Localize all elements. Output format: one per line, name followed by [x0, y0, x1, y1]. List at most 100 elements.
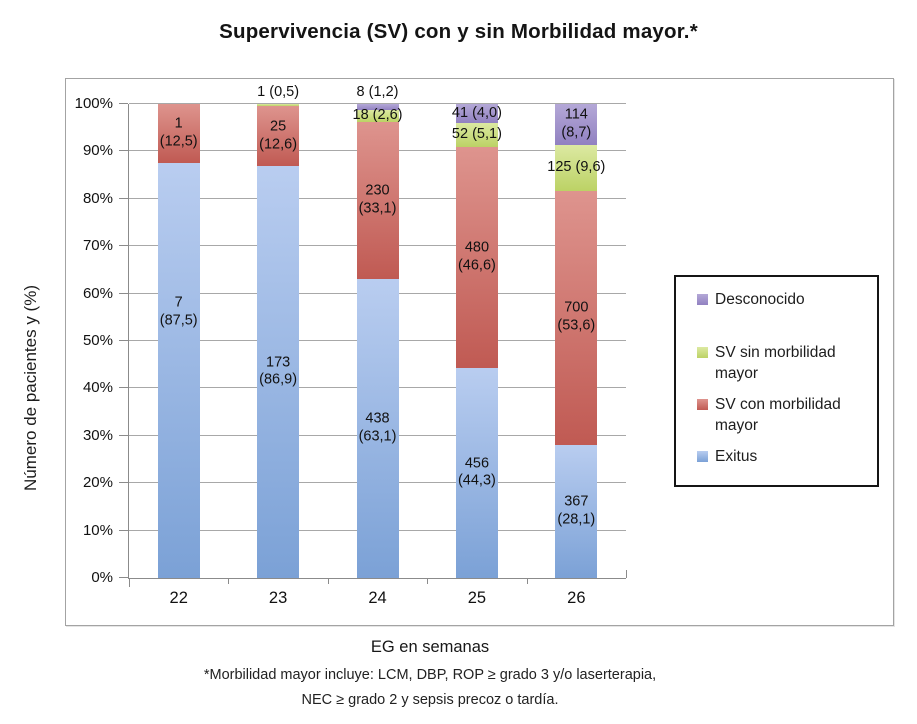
- legend-swatch-sv_sin: [697, 347, 708, 359]
- legend-label: SV sin morbilidad mayor: [715, 344, 836, 382]
- y-tick-label: 40%: [82, 379, 113, 397]
- x-axis-tick: [427, 578, 429, 584]
- y-axis-tick: [119, 434, 128, 436]
- legend-swatch-sv_con: [697, 399, 708, 411]
- x-axis-title: EG en semanas: [370, 638, 490, 656]
- x-tick-label: 23: [268, 589, 288, 607]
- bar-segment-label: 41 (4,0): [451, 104, 502, 121]
- footnote: *Morbilidad mayor incluye: LCM, DBP, ROP…: [0, 663, 860, 713]
- y-axis-tick: [119, 150, 128, 152]
- bar-26: 367 (28,1) 700 (53,6) 125 (9,6) 114 (8,7): [547, 104, 605, 578]
- bar-segment-label: 480 (46,6): [457, 239, 496, 274]
- chart-frame: 0% 10% 20% 30% 40% 50% 60% 70% 80% 90% 100% 7 (87,5…: [65, 78, 894, 626]
- y-axis-tick: [119, 103, 128, 104]
- y-axis-title: Número de pacientes y (%): [21, 285, 40, 491]
- bar-segment-sv_con: [555, 190, 598, 445]
- x-axis-tick: [526, 578, 528, 584]
- y-tick-label: 20%: [82, 474, 113, 492]
- bar-25: 456 (44,3) 480 (46,6) 52 (5,1) 41 (4,0): [452, 104, 502, 578]
- chart-title: Supervivencia (SV) con y sin Morbilidad …: [219, 20, 698, 43]
- x-axis-tick: [327, 578, 329, 584]
- legend: Desconocido SV sin morbilidad mayor SV con…: [674, 275, 879, 487]
- gridline: [129, 103, 626, 104]
- y-tick-label: 50%: [82, 332, 113, 349]
- x-tick-label: 22: [169, 589, 188, 607]
- bar-slot: 438 (63,1) 230 (33,1) 18 (2,6) 8 (1,2) 24: [328, 84, 427, 607]
- bar-segment-desconocido: [356, 104, 399, 110]
- bars-layer: 7 (87,5) 1 (12,5) 22 173 (86,9) 25 (12,6) 1 (…: [129, 84, 626, 607]
- bar-segment-label: 700 (53,6): [557, 300, 596, 334]
- bar-above-label: 8 (1,2): [356, 84, 399, 100]
- x-axis-tick: [626, 570, 627, 578]
- x-tick-label: 24: [368, 589, 387, 607]
- y-axis-tick: [119, 197, 128, 199]
- y-axis-tick: [119, 577, 128, 578]
- y-tick-label: 90%: [82, 142, 113, 160]
- y-tick-label: 80%: [82, 189, 113, 207]
- bar-segment-sv_sin: [455, 122, 498, 148]
- bar-segment-label: 52 (5,1): [451, 126, 502, 143]
- bar-above-label: 1 (0,5): [257, 84, 300, 100]
- bar-segment-sv_sin: [257, 104, 300, 107]
- bar-segment-sv_sin: [356, 109, 399, 123]
- bar-segment-sv_con: [356, 122, 399, 279]
- bar-segment-sv_con: [157, 104, 200, 164]
- y-tick-label: 70%: [82, 237, 113, 255]
- legend-label: Exitus: [715, 448, 758, 466]
- bar-23: 173 (86,9) 25 (12,6) 1 (0,5): [257, 84, 300, 578]
- bar-segment-label: 114 (8,7): [561, 106, 592, 141]
- y-tick-label: 60%: [82, 284, 113, 302]
- y-tick-label: 10%: [82, 521, 113, 539]
- bar-segment-exitus: [455, 368, 498, 578]
- bar-segment-exitus: [157, 163, 200, 578]
- legend-swatch-exitus: [697, 451, 708, 463]
- y-axis-tick: [119, 387, 128, 389]
- bar-segment-label: 230 (33,1): [358, 182, 397, 217]
- bar-slot: 173 (86,9) 25 (12,6) 1 (0,5) 23: [228, 84, 327, 607]
- bar-slot: 367 (28,1) 700 (53,6) 125 (9,6) 114 (8,7) 26: [527, 104, 626, 607]
- legend-item: Desconocido: [697, 290, 871, 310]
- y-axis-tick: [119, 482, 128, 484]
- bar-segment-label: 7 (87,5): [159, 294, 198, 329]
- legend-label: SV con morbilidad mayor: [715, 396, 841, 434]
- y-tick-label: 30%: [82, 426, 113, 444]
- bar-segment-label: 1 (12,5): [159, 115, 198, 150]
- y-tick-label: 100%: [74, 95, 113, 112]
- legend-item: Exitus: [697, 447, 871, 467]
- bar-segment-label: 438 (63,1): [358, 410, 397, 445]
- y-tick-label: 0%: [91, 569, 113, 586]
- bar-segment-exitus: [555, 444, 598, 578]
- bar-segment-desconocido: [455, 104, 498, 123]
- bar-segment-label: 173 (86,9): [259, 354, 298, 389]
- legend-label: Desconocido: [715, 291, 805, 308]
- bar-slot: 456 (44,3) 480 (46,6) 52 (5,1) 41 (4,0) 25: [427, 104, 526, 607]
- x-axis-tick: [228, 578, 230, 584]
- x-tick-label: 26: [567, 589, 586, 607]
- y-axis-tick: [119, 340, 128, 341]
- legend-item: SV con morbilidad mayor: [697, 395, 871, 436]
- footnote-line-2: NEC ≥ grado 2 y sepsis precoz o tardía.: [301, 692, 559, 708]
- legend-swatch-desconocido: [697, 294, 708, 305]
- bar-segment-label: 125 (9,6): [547, 159, 606, 176]
- bar-22: 7 (87,5) 1 (12,5): [157, 104, 200, 578]
- bar-segment-label: 367 (28,1): [557, 493, 596, 528]
- footnote-line-1: *Morbilidad mayor incluye: LCM, DBP, ROP…: [203, 667, 657, 683]
- plot-area: 0% 10% 20% 30% 40% 50% 60% 70% 80% 90% 100% 7 (87,5…: [75, 84, 627, 607]
- bar-slot: 7 (87,5) 1 (12,5) 22: [129, 104, 228, 607]
- bar-segment-exitus: [257, 166, 300, 578]
- bar-segment-label: 25 (12,6): [259, 118, 298, 153]
- bar-segment-label: 456 (44,3): [457, 455, 496, 490]
- bar-segment-sv_con: [455, 147, 498, 369]
- x-axis-tick: [129, 578, 130, 587]
- y-axis-tick: [119, 529, 128, 531]
- x-tick-label: 25: [467, 589, 487, 607]
- legend-item: SV sin morbilidad mayor: [697, 343, 871, 384]
- bar-segment-sv_sin: [555, 145, 598, 191]
- bar-segment-sv_con: [257, 106, 300, 167]
- bar-segment-label: 18 (2,6): [352, 107, 403, 124]
- bar-24: 438 (63,1) 230 (33,1) 18 (2,6) 8 (1,2): [353, 84, 403, 578]
- y-axis-tick: [119, 292, 128, 294]
- bar-segment-exitus: [356, 278, 399, 578]
- y-axis-tick: [119, 245, 128, 247]
